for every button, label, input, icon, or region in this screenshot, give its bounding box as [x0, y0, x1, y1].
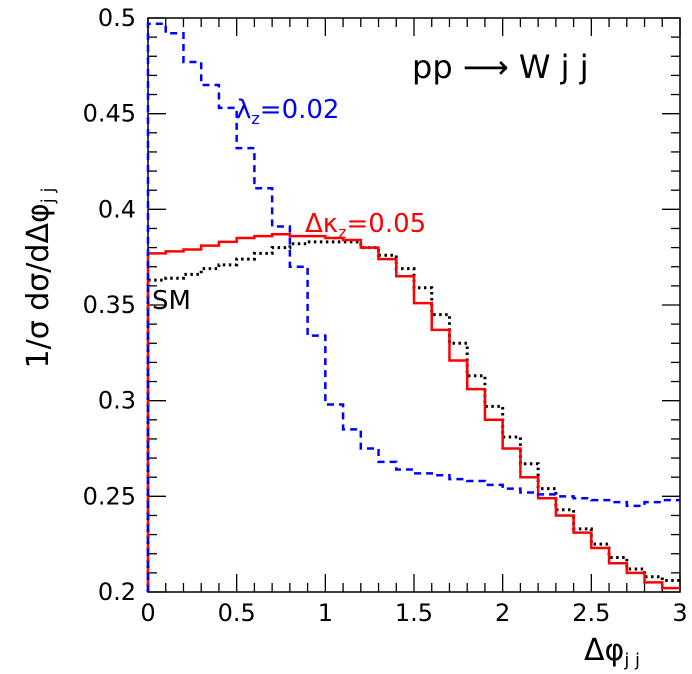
x-axis-title: Δφj j [584, 633, 640, 671]
plot-frame [147, 17, 681, 593]
x-tick-label: 0 [140, 599, 155, 627]
y-tick-label: 0.5 [98, 4, 136, 32]
y-tick-label: 0.4 [98, 195, 136, 223]
x-tick-label: 2.5 [572, 599, 610, 627]
x-tick-label: 2 [495, 599, 510, 627]
annotation-delta-kappa: Δκz=0.05 [305, 209, 426, 242]
y-axis-title: 1/σ dσ/dΔφj j [21, 188, 59, 369]
tick-labels: 0 0.5 1 1.5 2 2.5 3 0.2 0.25 0.3 0.35 0.4 0.45 0.5 [83, 4, 688, 627]
y-tick-label: 0.35 [83, 291, 136, 319]
series-layer [146, 22, 680, 592]
chart-title: pp ⟶ W j j [412, 48, 589, 86]
series-line-2 [146, 22, 680, 592]
x-tick-label: 3 [672, 599, 687, 627]
axes-frame [147, 17, 681, 593]
x-tick-label: 1.5 [395, 599, 433, 627]
y-tick-label: 0.3 [98, 387, 136, 415]
annotation-lambda: λz=0.02 [236, 95, 339, 128]
y-tick-label: 0.45 [83, 100, 136, 128]
series-line-1 [146, 232, 680, 592]
x-tick-label: 1 [318, 599, 333, 627]
y-tick-label: 0.2 [98, 578, 136, 606]
annotation-sm: SM [152, 286, 191, 316]
y-tick-label: 0.25 [83, 482, 136, 510]
x-tick-label: 0.5 [218, 599, 256, 627]
tick-marks [147, 17, 681, 593]
